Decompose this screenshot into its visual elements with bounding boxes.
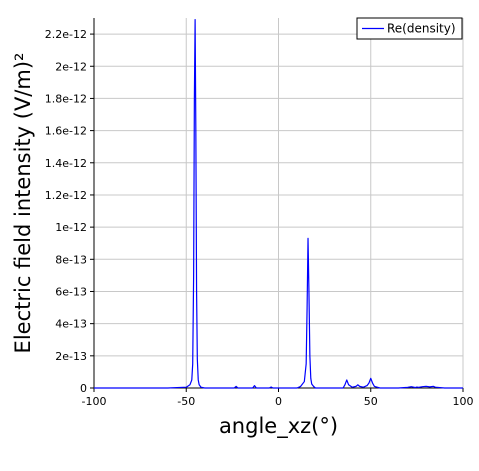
y-tick-label: 1e-12: [55, 221, 87, 234]
x-ticks: -100 -50 0 50 100: [82, 388, 474, 408]
y-axis-title: Electric field intensity (V/m)²: [11, 53, 35, 354]
grid: [94, 18, 464, 388]
x-tick-label: -50: [177, 395, 195, 408]
legend: Re(density): [356, 17, 463, 40]
legend-label: Re(density): [387, 22, 456, 36]
y-tick-label: 6e-13: [55, 285, 87, 298]
y-tick-label: 2.2e-12: [45, 28, 87, 41]
series-line-re-density: [94, 19, 463, 389]
x-tick-label: 50: [364, 395, 378, 408]
series-layer: [94, 19, 463, 389]
x-tick-label: 0: [275, 395, 282, 408]
x-tick-label: -100: [82, 395, 107, 408]
x-tick-label: 100: [453, 395, 474, 408]
y-tick-label: 2e-12: [55, 60, 87, 73]
y-tick-label: 1.6e-12: [45, 125, 87, 138]
y-tick-label: 1.8e-12: [45, 92, 87, 105]
y-tick-label: 8e-13: [55, 253, 87, 266]
y-tick-label: 0: [80, 382, 87, 395]
y-tick-label: 1.2e-12: [45, 189, 87, 202]
y-tick-label: 2e-13: [55, 350, 87, 363]
y-ticks: 0 2e-13 4e-13 6e-13 8e-13 1e-12 1.2e-12 1.4e-12…: [45, 28, 94, 395]
legend-box: [356, 17, 463, 40]
y-tick-label: 4e-13: [55, 318, 87, 331]
x-axis-title: angle_xz(°): [219, 414, 338, 439]
y-tick-label: 1.4e-12: [45, 157, 87, 170]
